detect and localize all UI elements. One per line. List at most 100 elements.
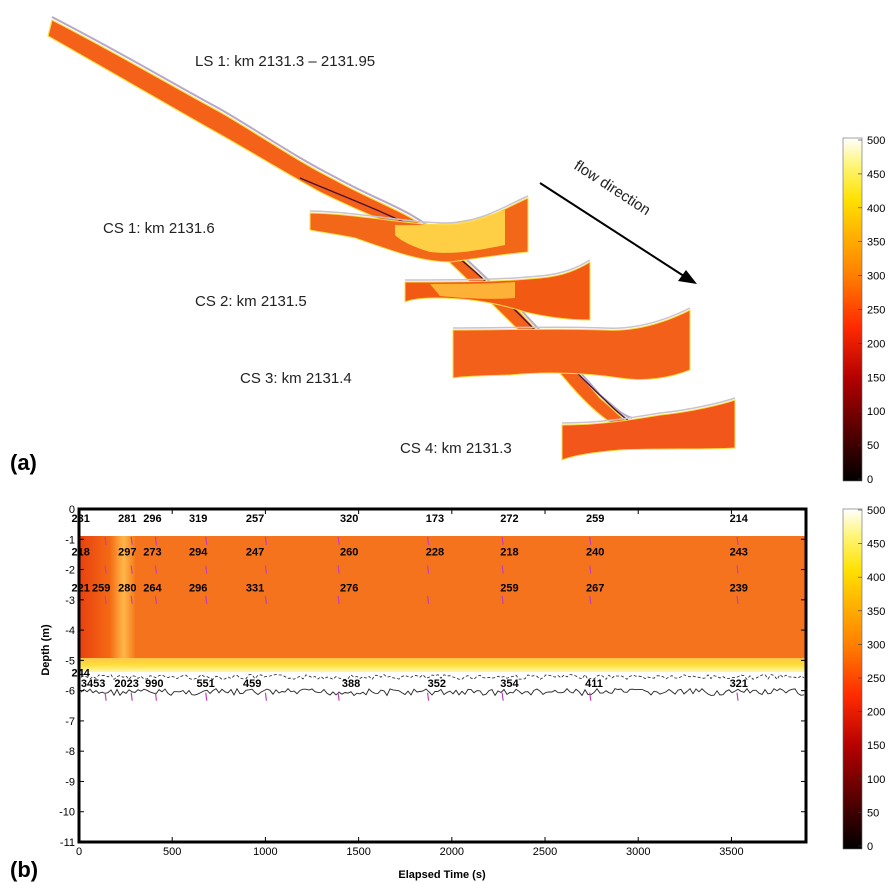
- colorbar-tick-label: 150: [867, 372, 885, 384]
- bin-marker: [736, 692, 739, 701]
- near-bed-stripe: [810, 687, 814, 698]
- velocity-label: 243: [730, 546, 748, 558]
- velocity-label: 259: [500, 583, 518, 595]
- velocity-label: 320: [340, 513, 358, 525]
- bin-marker: [589, 692, 592, 701]
- near-bed-stripe: [380, 687, 384, 698]
- near-bed-stripe: [595, 687, 599, 698]
- velocity-label: 218: [72, 546, 90, 558]
- colorbar-tick-label: 450: [867, 169, 885, 181]
- flow-arrowhead: [678, 270, 697, 284]
- bin-marker: [130, 565, 133, 574]
- bin-marker: [205, 565, 208, 574]
- bin-marker: [104, 536, 107, 545]
- colorbar-tick-label: 100: [867, 774, 885, 786]
- bin-marker: [736, 595, 739, 604]
- y-tick-label: -8: [65, 746, 75, 758]
- panel-b-label: (b): [10, 857, 38, 882]
- ls1-water-line: [51, 16, 633, 419]
- x-tick-label: 3500: [719, 846, 743, 858]
- y-axis-title: Depth (m): [40, 624, 52, 676]
- y-axis-ticks: 0 -1 -2 -3 -4 -5 -6 -7 -8 -9 -10 -11: [59, 504, 806, 849]
- bin-marker: [264, 692, 268, 701]
- velocity-label: 273: [143, 546, 161, 558]
- colorbar-b-gradient: [842, 508, 863, 850]
- bin-marker: [205, 536, 208, 545]
- bin-marker: [736, 536, 739, 545]
- bin-marker: [264, 595, 268, 604]
- near-bed-stripe: [747, 687, 751, 698]
- colorbar-tick-label: 300: [867, 639, 885, 651]
- x-tick-label: 3000: [626, 846, 650, 858]
- near-bed-stripe: [487, 687, 491, 698]
- velocity-label: 297: [118, 546, 136, 558]
- bin-marker: [426, 595, 430, 604]
- bin-marker: [264, 536, 268, 545]
- y-tick-label: -10: [59, 807, 75, 819]
- velocity-label: 459: [243, 678, 261, 690]
- bin-marker: [154, 536, 158, 545]
- colorbar-a: 0 50 100 150 200 250 300 350 400 450 500: [842, 135, 885, 486]
- bin-marker: [337, 536, 340, 545]
- near-bed-stripe: [315, 687, 319, 698]
- velocity-label: 244: [72, 667, 91, 679]
- velocity-label: 296: [189, 583, 207, 595]
- velocity-label: 331: [246, 583, 264, 595]
- y-tick-label: -11: [60, 837, 75, 849]
- near-bed-stripe: [703, 687, 707, 698]
- velocity-label: 260: [340, 546, 358, 558]
- velocity-label: 354: [500, 678, 519, 690]
- near-bed-stripe: [550, 687, 554, 698]
- cs1-label: CS 1: km 2131.6: [103, 220, 215, 237]
- y-tick-label: -3: [65, 595, 75, 607]
- bin-marker: [104, 595, 107, 604]
- bin-marker: [154, 595, 158, 604]
- cs2-label: CS 2: km 2131.5: [195, 293, 307, 310]
- velocity-label: 3453: [81, 678, 105, 690]
- colorbar-tick-label: 200: [867, 707, 885, 719]
- x-tick-label: 500: [163, 846, 181, 858]
- colorbar-tick-label: 0: [867, 841, 873, 853]
- velocity-label: 267: [586, 583, 604, 595]
- velocity-label: 240: [586, 546, 604, 558]
- bin-marker: [501, 692, 504, 701]
- velocity-label: 257: [246, 513, 264, 525]
- bin-marker: [589, 536, 592, 545]
- colorbar-tick-label: 200: [867, 338, 885, 350]
- x-tick-label: 1500: [346, 846, 370, 858]
- velocity-label: 218: [500, 546, 518, 558]
- bed-line: [80, 687, 805, 697]
- y-tick-label: 0: [69, 504, 75, 516]
- near-bed-stripe: [619, 687, 623, 698]
- bin-marker: [264, 565, 268, 574]
- colorbar-tick-label: 250: [867, 673, 885, 685]
- y-tick-label: -5: [65, 655, 75, 667]
- velocity-field-left-band: [79, 536, 135, 658]
- velocity-labels: 231 281 296 319 257 320 173 272 259 214 218 297 273 2…: [72, 513, 749, 690]
- bin-marker: [130, 536, 133, 545]
- velocity-label: 259: [586, 513, 604, 525]
- cs4-surface: [561, 397, 736, 424]
- bin-marker: [426, 692, 430, 701]
- near-bed-stripe: [642, 687, 646, 698]
- colorbar-tick-label: 0: [867, 474, 873, 486]
- near-bed-stripe: [423, 687, 427, 698]
- velocity-label: 280: [118, 583, 136, 595]
- near-bed-stripe: [297, 687, 301, 698]
- y-tick-label: -2: [65, 565, 75, 577]
- bin-marker: [154, 565, 158, 574]
- velocity-label: 239: [730, 583, 748, 595]
- velocity-label: 247: [246, 546, 264, 558]
- cs1-bright-area: [395, 210, 505, 253]
- bin-marker: [501, 565, 504, 574]
- colorbar-tick-label: 300: [867, 271, 885, 283]
- velocity-label: 228: [426, 546, 444, 558]
- x-tick-label: 0: [76, 846, 82, 858]
- colorbar-tick-label: 50: [867, 807, 879, 819]
- velocity-field: [79, 536, 806, 658]
- colorbar-tick-label: 100: [867, 406, 885, 418]
- plot-b-frame: [77, 507, 808, 844]
- velocity-label: 321: [730, 678, 748, 690]
- velocity-label: 551: [196, 678, 214, 690]
